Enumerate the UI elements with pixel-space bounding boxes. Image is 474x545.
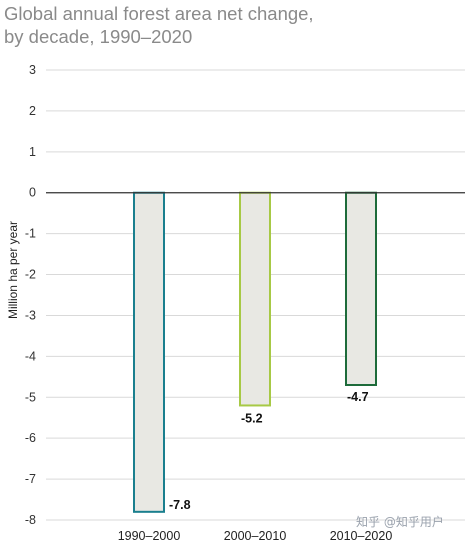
y-tick-label: 2 [29, 104, 36, 118]
y-tick-label: 3 [29, 63, 36, 77]
y-tick-label: -1 [25, 227, 36, 241]
bar [239, 191, 271, 407]
y-tick-label: 0 [29, 186, 36, 200]
chart-title-line-2: by decade, 1990–2020 [4, 26, 193, 47]
y-tick-label: -5 [25, 390, 36, 404]
data-label: -4.7 [347, 390, 369, 404]
y-tick-label: -6 [25, 431, 36, 445]
data-label: -7.8 [169, 498, 191, 512]
x-tick-label: 2010–2020 [330, 529, 393, 543]
chart-title: Global annual forest area net change, by… [4, 2, 464, 48]
y-tick-label: -3 [25, 308, 36, 322]
bar [345, 191, 377, 386]
y-tick-label: -7 [25, 472, 36, 486]
data-label: -5.2 [241, 411, 263, 425]
bar [133, 191, 165, 513]
watermark: 知乎 @知乎用户 [356, 515, 444, 529]
x-tick-label: 2000–2010 [224, 529, 287, 543]
y-tick-label: -4 [25, 349, 36, 363]
y-tick-label: 1 [29, 145, 36, 159]
x-tick-label: 1990–2000 [118, 529, 181, 543]
chart-title-line-1: Global annual forest area net change, [4, 3, 314, 24]
y-tick-label: -8 [25, 513, 36, 527]
y-tick-label: -2 [25, 268, 36, 282]
